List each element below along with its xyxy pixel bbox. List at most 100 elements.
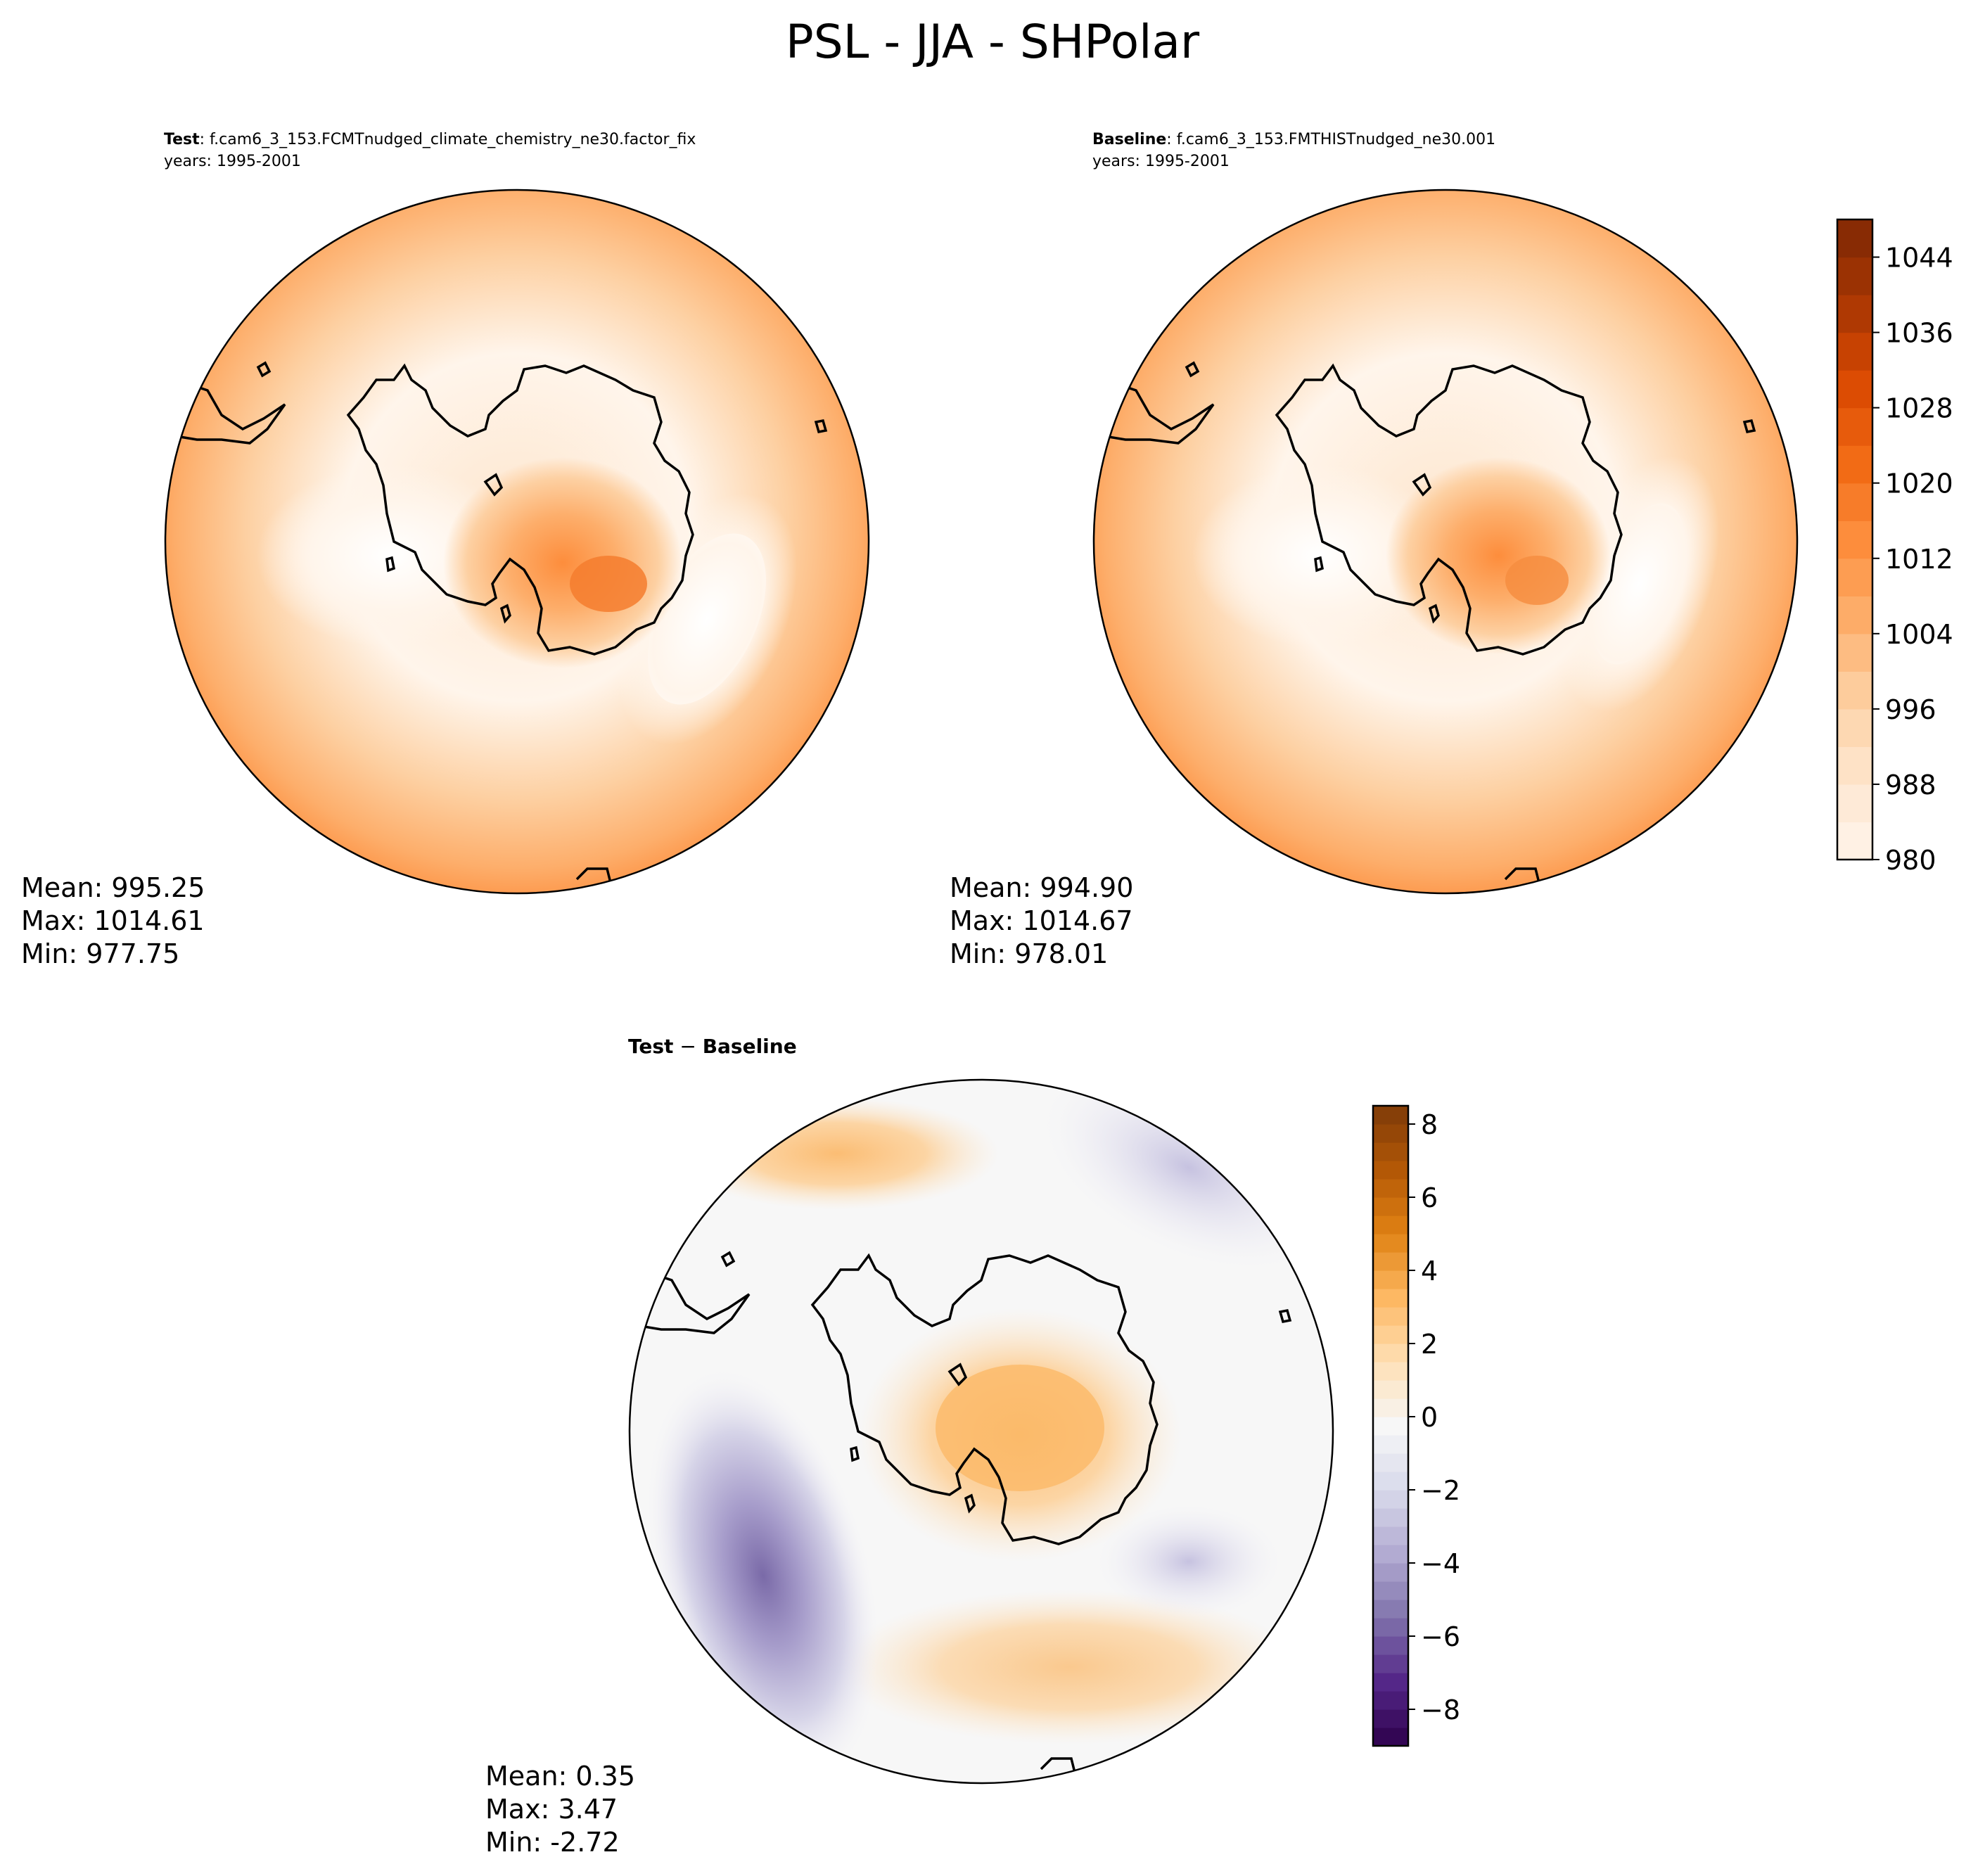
- test-panel-label: Test: [164, 131, 200, 148]
- main-colorbar-outline: [1836, 218, 1874, 861]
- difference-panel: Test − Baseline Mean: 0.35 Max: 3.47 Min…: [485, 1035, 1334, 1858]
- main-colorbar-band: [1837, 295, 1872, 333]
- baseline-panel-label: Baseline: [1092, 131, 1166, 148]
- diff-colorbar-tick-label: 4: [1421, 1256, 1438, 1287]
- main-colorbar-tick-label: 988: [1885, 770, 1936, 800]
- diff-colorbar-band: [1373, 1325, 1408, 1344]
- test-case-name: : f.cam6_3_153.FCMTnudged_climate_chemis…: [200, 131, 696, 148]
- diff-colorbar-band: [1373, 1709, 1408, 1728]
- diff-colorbar-band: [1373, 1398, 1408, 1417]
- main-colorbar-band: [1837, 407, 1872, 446]
- difference-map-border: [628, 1078, 1334, 1785]
- main-colorbar-band: [1837, 596, 1872, 634]
- main-colorbar-band: [1837, 558, 1872, 596]
- diff-colorbar-band: [1373, 1252, 1408, 1271]
- diff-colorbar-tick-label: 0: [1421, 1402, 1438, 1433]
- main-colorbar-tick-label: 980: [1885, 845, 1936, 876]
- diff-colorbar-band: [1373, 1270, 1408, 1289]
- test-mean: Mean: 995.25: [21, 872, 205, 903]
- main-colorbar-band: [1837, 219, 1872, 258]
- baseline-min: Min: 978.01: [950, 938, 1108, 969]
- main-colorbar-band: [1837, 370, 1872, 409]
- figure-title: PSL - JJA - SHPolar: [786, 15, 1200, 69]
- diff-colorbar-band: [1373, 1654, 1408, 1673]
- diff-colorbar-tick-label: 6: [1421, 1182, 1438, 1213]
- diff-colorbar-band: [1373, 1728, 1408, 1747]
- baseline-map: [1094, 190, 1797, 893]
- baseline-panel: Baseline: f.cam6_3_153.FMTHISTnudged_ne3…: [950, 131, 1799, 969]
- diff-colorbar-band: [1373, 1106, 1408, 1125]
- main-colorbar-band: [1837, 708, 1872, 748]
- diff-colorbar-band: [1373, 1636, 1408, 1655]
- diff-colorbar-tick-label: 8: [1421, 1109, 1438, 1140]
- svg-text:Test − Baseline: Test − Baseline: [628, 1035, 797, 1058]
- diff-colorbar-band: [1373, 1344, 1408, 1363]
- main-colorbar-tick-label: 1028: [1885, 393, 1953, 424]
- diff-colorbar-band: [1373, 1691, 1408, 1710]
- main-colorbar-band: [1837, 257, 1872, 295]
- diff-max: Max: 3.47: [485, 1794, 618, 1825]
- test-years: years: 1995-2001: [164, 153, 301, 170]
- diff-colorbar-band: [1373, 1197, 1408, 1216]
- main-colorbar-band: [1837, 445, 1872, 484]
- diff-title-op: −: [673, 1035, 702, 1058]
- difference-map: [630, 1080, 1333, 1783]
- diff-colorbar-band: [1373, 1215, 1408, 1234]
- main-colorbar-band: [1837, 633, 1872, 672]
- diff-title-right: Baseline: [703, 1035, 797, 1058]
- diff-colorbar-band: [1373, 1490, 1408, 1509]
- diff-colorbar-band: [1373, 1161, 1408, 1180]
- diff-mean: Mean: 0.35: [485, 1761, 635, 1792]
- diff-colorbar-band: [1373, 1417, 1408, 1436]
- diff-colorbar-band: [1373, 1673, 1408, 1692]
- main-colorbar-tick-label: 1020: [1885, 468, 1953, 499]
- diff-colorbar-tick-label: −6: [1421, 1621, 1460, 1652]
- main-colorbar-band: [1837, 784, 1872, 823]
- diff-colorbar-band: [1373, 1563, 1408, 1582]
- diff-colorbar-band: [1373, 1307, 1408, 1326]
- test-map-border: [164, 189, 870, 895]
- diff-colorbar-band: [1373, 1545, 1408, 1564]
- main-colorbar-tick-label: 1004: [1885, 619, 1953, 650]
- test-antarctic-high: [443, 457, 682, 668]
- baseline-map-border: [1092, 189, 1799, 895]
- baseline-mean: Mean: 994.90: [950, 872, 1133, 903]
- main-colorbar-band: [1837, 746, 1872, 785]
- diff-colorbar-tick-label: −2: [1421, 1475, 1460, 1506]
- baseline-low-west: [1192, 464, 1445, 647]
- test-max: Max: 1014.61: [21, 905, 205, 936]
- difference-colorbar: −8 −6 −4 −2 0 2 4 6 8: [1372, 1104, 1460, 1747]
- diff-title-left: Test: [628, 1035, 673, 1058]
- main-colorbar-tick-label: 996: [1885, 694, 1936, 725]
- main-colorbar-tick-label: 1036: [1885, 318, 1953, 349]
- diff-colorbar-band: [1373, 1234, 1408, 1253]
- diff-min: Min: -2.72: [485, 1827, 620, 1858]
- diff-colorbar-band: [1373, 1179, 1408, 1198]
- diff-negative-east: [1097, 1505, 1280, 1618]
- test-map: [165, 190, 869, 893]
- diff-colorbar-band: [1373, 1526, 1408, 1545]
- diff-colorbar-outline: [1372, 1104, 1410, 1747]
- main-colorbar-band: [1837, 483, 1872, 521]
- test-min: Min: 977.75: [21, 938, 179, 969]
- diff-colorbar-band: [1373, 1289, 1408, 1308]
- main-colorbar-tick-label: 1012: [1885, 544, 1953, 575]
- main-colorbar-tick-label: 1044: [1885, 243, 1953, 274]
- main-colorbar-band: [1837, 671, 1872, 710]
- baseline-years: years: 1995-2001: [1092, 153, 1230, 170]
- baseline-max: Max: 1014.67: [950, 905, 1133, 936]
- test-panel: Test: f.cam6_3_153.FCMTnudged_climate_ch…: [21, 131, 870, 969]
- main-colorbar: 980 988 996 1004 1012 1020 1028 1036 1044: [1836, 218, 1953, 876]
- diff-colorbar-band: [1373, 1362, 1408, 1381]
- main-colorbar-band: [1837, 332, 1872, 371]
- diff-colorbar-tick-label: −4: [1421, 1548, 1460, 1579]
- svg-text:Test: f.cam6_3_153.FCMTnudged_: Test: f.cam6_3_153.FCMTnudged_climate_ch…: [164, 131, 696, 148]
- diff-positive-south: [837, 1590, 1301, 1744]
- diff-colorbar-band: [1373, 1508, 1408, 1527]
- diff-colorbar-band: [1373, 1435, 1408, 1454]
- diff-colorbar-band: [1373, 1453, 1408, 1472]
- main-colorbar-band: [1837, 822, 1872, 860]
- diff-colorbar-tick-label: −8: [1421, 1695, 1460, 1725]
- diff-colorbar-band: [1373, 1124, 1408, 1143]
